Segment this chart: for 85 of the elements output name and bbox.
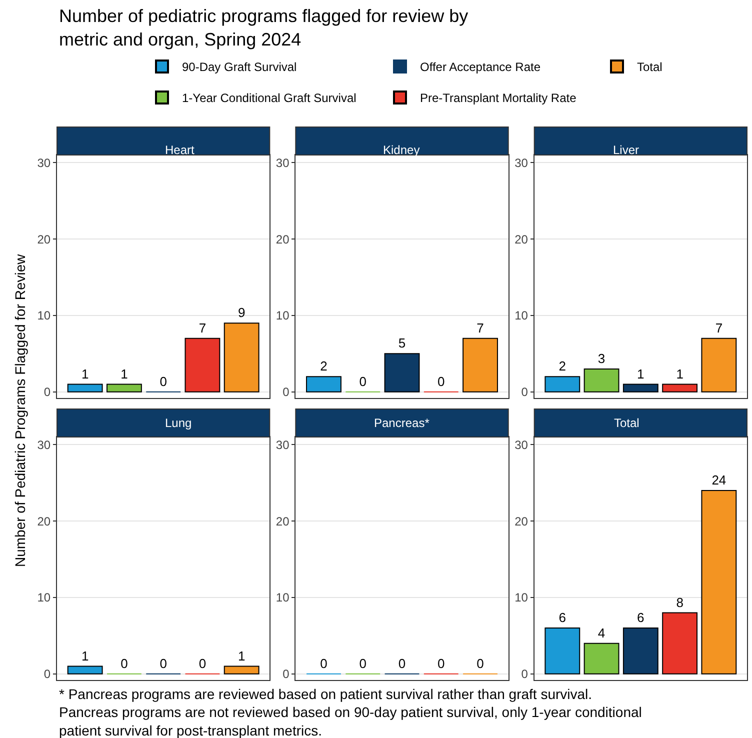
data-label: 1 [81, 366, 89, 382]
y-tick-label: 30 [276, 438, 290, 452]
data-label: 7 [476, 320, 484, 336]
data-label: 0 [198, 656, 206, 671]
y-tick-label: 10 [514, 308, 528, 323]
data-label: 0 [160, 374, 167, 389]
data-label: 24 [712, 472, 726, 488]
data-label: 7 [198, 320, 206, 336]
data-label: 5 [398, 336, 406, 351]
chart-title: Kidney [383, 143, 420, 157]
data-label: 6 [558, 610, 566, 626]
data-label: 8 [676, 594, 684, 610]
bar [544, 376, 580, 392]
data-label: 0 [120, 656, 128, 671]
y-tick-label: 30 [37, 438, 51, 452]
y-tick-label: 20 [514, 514, 528, 528]
y-tick-label: 30 [514, 438, 528, 452]
y-tick-label: 10 [514, 590, 528, 605]
text: Number of pediatric programs flagged for review by metric and organ, Spring 2024 [59, 6, 468, 50]
data-label: 0 [320, 656, 328, 671]
y-tick-label: 10 [276, 590, 290, 605]
data-label: 3 [598, 350, 606, 366]
legend-label: 1-Year Conditional Graft Survival [182, 91, 356, 106]
bar [184, 338, 220, 392]
y-tick-label: 0 [44, 667, 51, 682]
y-tick-label: 20 [514, 232, 528, 246]
chart-title: Heart [165, 143, 196, 157]
y-tick-label: 10 [37, 308, 51, 323]
data-label: 6 [637, 610, 644, 626]
data-label: 2 [558, 358, 566, 374]
data-label: 0 [398, 656, 406, 671]
bar [662, 384, 698, 392]
chart-title: Pancreas* [374, 416, 430, 430]
bar [462, 338, 498, 392]
data-label: 0 [160, 656, 167, 671]
text: * Pancreas programs are reviewed based on patient survival rather than graft survival. Pancreas programs are not reviewed based on 90-day patient survival, only 1-year conditional patient survival for post-transplant metrics. [59, 686, 642, 738]
bar [622, 384, 658, 392]
bar [584, 642, 620, 674]
data-label: 7 [715, 320, 723, 336]
chart-title: Total [614, 416, 640, 430]
data-label: 1 [238, 648, 246, 664]
data-label: 0 [359, 374, 366, 389]
y-tick-label: 0 [282, 667, 290, 682]
bar [106, 384, 142, 392]
data-label: 1 [676, 366, 684, 382]
legend-label: Total [637, 60, 662, 74]
data-label: 9 [238, 305, 246, 320]
data-label: 1 [81, 648, 89, 664]
data-label: 0 [438, 656, 445, 671]
y-tick-label: 0 [282, 385, 290, 400]
y-tick-label: 20 [276, 232, 290, 246]
bar [701, 490, 737, 674]
y-axis-title: Number of Pediatric Programs Flagged for Review [12, 253, 28, 567]
data-label: 0 [476, 656, 484, 671]
y-tick-label: 30 [276, 156, 290, 170]
chart-title: Liver [613, 143, 640, 157]
bar [384, 353, 420, 392]
y-tick-label: 20 [276, 514, 290, 528]
data-label: 1 [120, 366, 128, 382]
bar [584, 368, 620, 392]
y-tick-label: 0 [521, 667, 528, 682]
data-label: 1 [637, 366, 644, 382]
bar [662, 612, 698, 674]
bar [67, 384, 103, 392]
y-tick-label: 20 [37, 514, 51, 528]
bar [544, 628, 580, 674]
y-tick-label: 30 [514, 156, 528, 170]
bar [701, 338, 737, 392]
bar [622, 628, 658, 674]
y-tick-label: 0 [521, 385, 528, 400]
bar [224, 322, 260, 392]
data-label: 0 [438, 374, 445, 389]
chart-title: Lung [165, 416, 192, 430]
y-tick-label: 0 [44, 385, 51, 400]
data-label: 0 [359, 656, 366, 671]
y-tick-label: 30 [37, 156, 51, 170]
bar [306, 376, 342, 392]
data-label: 2 [320, 358, 328, 374]
legend-label: Pre-Transplant Mortality Rate [420, 91, 577, 106]
data-label: 4 [598, 625, 606, 640]
legend-label: Offer Acceptance Rate [420, 60, 541, 74]
legend-label: 90-Day Graft Survival [182, 60, 297, 74]
y-tick-label: 20 [37, 232, 51, 246]
y-tick-label: 10 [276, 308, 290, 323]
y-tick-label: 10 [37, 590, 51, 605]
